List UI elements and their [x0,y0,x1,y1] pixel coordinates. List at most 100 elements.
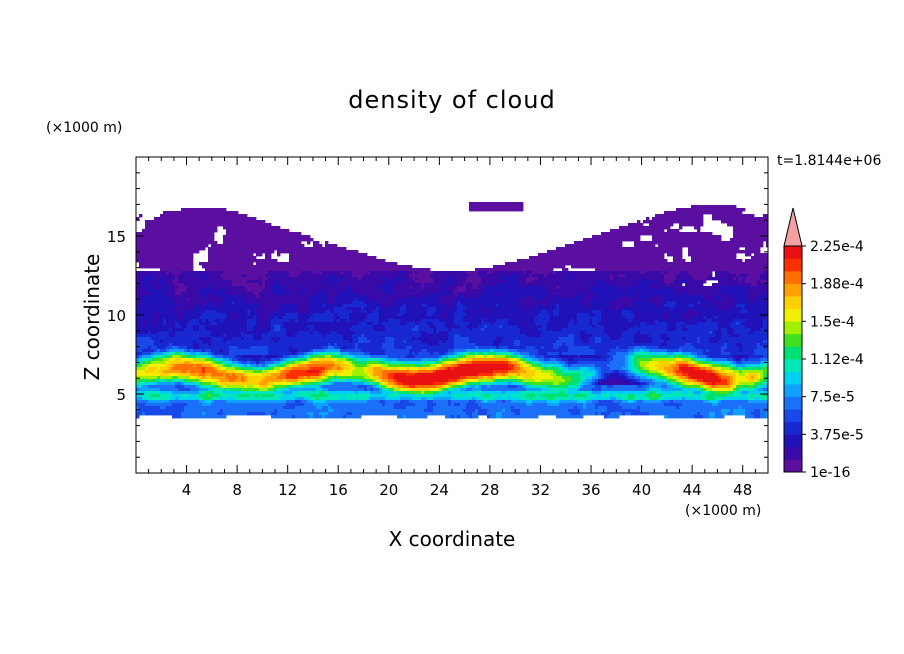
density-cell [514,274,518,278]
density-cell [598,235,602,239]
density-cell [664,283,668,287]
density-cell [157,289,161,293]
density-cell [691,262,695,266]
density-cell [187,211,191,215]
density-cell [274,235,278,239]
density-cell [250,274,254,278]
density-cell [655,283,659,287]
density-cell [508,292,512,296]
density-cell [727,283,731,287]
density-cell [625,304,629,308]
density-cell [694,274,698,278]
density-cell [649,295,653,299]
density-cell [640,301,644,305]
density-cell [658,256,662,260]
density-cell [301,244,305,248]
density-cell [349,295,353,299]
density-cell [286,298,290,302]
density-cell [763,304,767,308]
density-cell [199,295,203,299]
density-cell [217,256,221,260]
density-cell [706,205,710,209]
density-cell [577,286,581,290]
density-cell [262,280,266,284]
density-cell [589,298,593,302]
density-cell [484,298,488,302]
density-cell [520,286,524,290]
density-cell [754,298,758,302]
density-cell [574,253,578,257]
density-cell [388,286,392,290]
density-cell [520,295,524,299]
density-cell [535,274,539,278]
density-cell [490,268,494,272]
density-cell [655,286,659,290]
density-cell [688,271,692,275]
density-cell [544,301,548,305]
density-cell [424,298,428,302]
density-cell [268,229,272,233]
density-cell [667,280,671,284]
density-cell [163,259,167,263]
density-cell [490,295,494,299]
density-cell [421,268,425,272]
density-cell [448,295,452,299]
density-cell [541,280,545,284]
density-cell [313,259,317,263]
density-cell [367,280,371,284]
density-cell [487,271,491,275]
density-cell [754,226,758,230]
density-cell [253,229,257,233]
density-cell [496,202,500,206]
density-cell [679,286,683,290]
density-cell [376,307,380,311]
density-cell [637,289,641,293]
density-cell [559,298,563,302]
density-cell [268,244,272,248]
density-cell [511,268,515,272]
density-cell [148,235,152,239]
density-cell [421,307,425,311]
density-cell [553,262,557,266]
density-cell [694,253,698,257]
density-cell [748,235,752,239]
density-cell [184,220,188,224]
density-cell [349,277,353,281]
density-cell [580,292,584,296]
density-cell [208,217,212,221]
density-cell [472,301,476,305]
density-cell [436,271,440,275]
density-cell [316,283,320,287]
density-cell [160,247,164,251]
density-cell [625,259,629,263]
density-cell [178,211,182,215]
density-cell [538,298,542,302]
density-cell [511,298,515,302]
density-cell [724,214,728,218]
density-cell [718,208,722,212]
density-cell [268,259,272,263]
density-cell [703,301,707,305]
density-cell [424,304,428,308]
density-cell [559,247,563,251]
density-cell [721,214,725,218]
density-cell [229,277,233,281]
density-cell [277,238,281,242]
density-cell [412,292,416,296]
density-cell [337,289,341,293]
density-cell [349,286,353,290]
density-cell [625,289,629,293]
density-cell [715,262,719,266]
density-cell [640,277,644,281]
density-cell [706,271,710,275]
density-cell [616,244,620,248]
density-cell [619,244,623,248]
density-cell [631,283,635,287]
density-cell [679,256,683,260]
density-cell [307,271,311,275]
density-cell [766,214,768,218]
density-cell [631,304,635,308]
density-cell [607,265,611,269]
density-cell [697,226,701,230]
density-cell [652,304,656,308]
